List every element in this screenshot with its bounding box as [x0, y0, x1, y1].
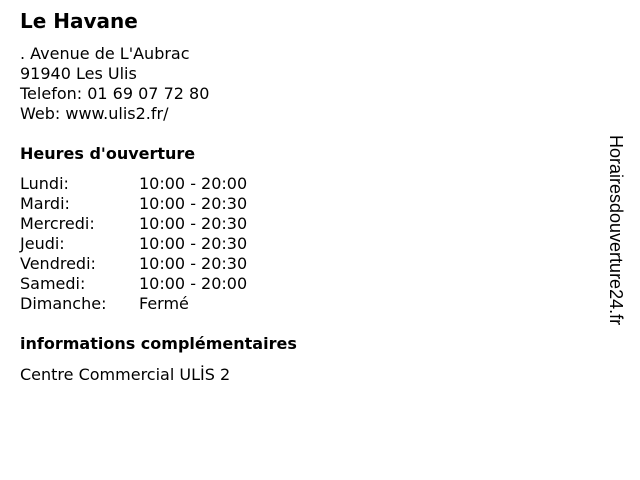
hours-row: Vendredi: 10:00 - 20:30 — [20, 254, 247, 274]
time-value: 10:00 - 20:30 — [139, 194, 248, 213]
hours-row: Samedi: 10:00 - 20:00 — [20, 274, 247, 294]
day-label: Samedi: — [20, 274, 86, 293]
hours-table: Lundi: 10:00 - 20:00 Mardi: 10:00 - 20:30 Me… — [20, 174, 247, 314]
day-label: Mardi: — [20, 194, 70, 213]
watermark: Horairesdouverture24.fr — [606, 135, 626, 326]
time-value: 10:00 - 20:00 — [139, 274, 248, 293]
city: 91940 Les Ulis — [20, 64, 137, 83]
info-text: Centre Commercial ULİS 2 — [20, 365, 231, 384]
day-label: Dimanche: — [20, 294, 107, 313]
hours-row: Jeudi: 10:00 - 20:30 — [20, 234, 247, 254]
time-value: 10:00 - 20:30 — [139, 214, 248, 233]
phone: Telefon: 01 69 07 72 80 — [20, 84, 210, 103]
hours-row: Mardi: 10:00 - 20:30 — [20, 194, 247, 214]
hours-row: Lundi: 10:00 - 20:00 — [20, 174, 247, 194]
hours-row: Dimanche: Fermé — [20, 294, 247, 314]
time-value: 10:00 - 20:00 — [139, 174, 248, 193]
page-title: Le Havane — [20, 9, 138, 33]
hours-row: Mercredi: 10:00 - 20:30 — [20, 214, 247, 234]
time-value: Fermé — [139, 294, 189, 313]
time-value: 10:00 - 20:30 — [139, 234, 248, 253]
address-block: . Avenue de L'Aubrac 91940 Les Ulis Tele… — [20, 44, 209, 124]
day-label: Jeudi: — [20, 234, 65, 253]
time-value: 10:00 - 20:30 — [139, 254, 248, 273]
hours-heading: Heures d'ouverture — [20, 144, 196, 163]
street: . Avenue de L'Aubrac — [20, 44, 190, 63]
info-heading: informations complémentaires — [20, 334, 297, 353]
day-label: Lundi: — [20, 174, 69, 193]
website: Web: www.ulis2.fr/ — [20, 104, 169, 123]
day-label: Mercredi: — [20, 214, 95, 233]
day-label: Vendredi: — [20, 254, 96, 273]
